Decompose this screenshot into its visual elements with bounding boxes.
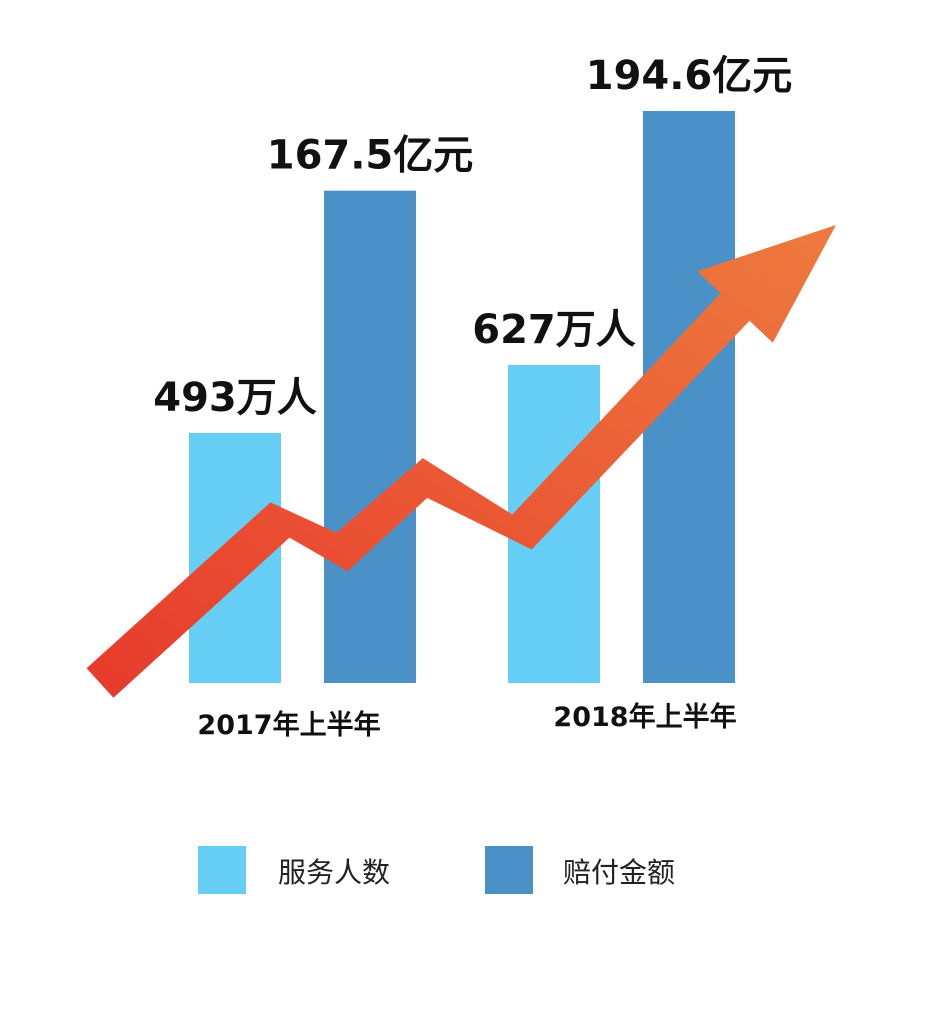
category-label-0: 2017年上半年 xyxy=(197,709,380,741)
legend-label-0: 服务人数 xyxy=(278,856,390,889)
data-label-people-0: 493万人 xyxy=(153,375,317,421)
legend-swatch-0 xyxy=(198,846,246,894)
data-label-amount-1: 194.6亿元 xyxy=(586,53,793,99)
legend-label-1: 赔付金额 xyxy=(563,856,675,889)
legend-swatch-1 xyxy=(485,846,533,894)
category-label-1: 2018年上半年 xyxy=(553,701,736,733)
data-label-people-1: 627万人 xyxy=(472,307,636,353)
data-label-amount-0: 167.5亿元 xyxy=(267,133,474,179)
growth-arrow-icon xyxy=(86,225,837,698)
bar-amount-0 xyxy=(324,190,416,683)
